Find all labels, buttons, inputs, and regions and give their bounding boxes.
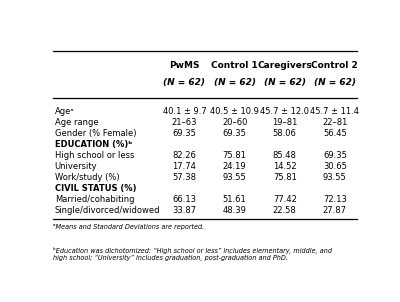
Text: Control 2: Control 2	[312, 61, 358, 70]
Text: 45.7 ± 12.0: 45.7 ± 12.0	[260, 107, 309, 116]
Text: High school or less: High school or less	[55, 151, 134, 160]
Text: 40.1 ± 9.7: 40.1 ± 9.7	[163, 107, 206, 116]
Text: 19–81: 19–81	[272, 118, 298, 127]
Text: ᵇEducation was dichotomized: “High school or less” includes elementary, middle, : ᵇEducation was dichotomized: “High schoo…	[53, 247, 332, 261]
Text: 22.58: 22.58	[273, 207, 297, 215]
Text: 69.35: 69.35	[223, 129, 246, 138]
Text: 56.45: 56.45	[323, 129, 347, 138]
Text: (N = 62): (N = 62)	[214, 78, 256, 87]
Text: Age range: Age range	[55, 118, 98, 127]
Text: 14.52: 14.52	[273, 162, 296, 171]
Text: 66.13: 66.13	[172, 195, 196, 204]
Text: Gender (% Female): Gender (% Female)	[55, 129, 136, 138]
Text: Single/divorced/widowed: Single/divorced/widowed	[55, 207, 160, 215]
Text: Caregivers: Caregivers	[257, 61, 312, 70]
Text: Married/cohabiting: Married/cohabiting	[55, 195, 134, 204]
Text: 48.39: 48.39	[223, 207, 246, 215]
Text: Control 1: Control 1	[211, 61, 258, 70]
Text: 57.38: 57.38	[172, 173, 196, 182]
Text: 45.7 ± 11.4: 45.7 ± 11.4	[310, 107, 359, 116]
Text: (N = 62): (N = 62)	[264, 78, 306, 87]
Text: 93.55: 93.55	[323, 173, 347, 182]
Text: CIVIL STATUS (%): CIVIL STATUS (%)	[55, 184, 136, 193]
Text: 58.06: 58.06	[273, 129, 297, 138]
Text: 21–63: 21–63	[172, 118, 197, 127]
Text: 20–60: 20–60	[222, 118, 247, 127]
Text: (N = 62): (N = 62)	[164, 78, 206, 87]
Text: University: University	[55, 162, 97, 171]
Text: PwMS: PwMS	[169, 61, 200, 70]
Text: ᵃMeans and Standard Deviations are reported.: ᵃMeans and Standard Deviations are repor…	[53, 223, 204, 230]
Text: Work/study (%): Work/study (%)	[55, 173, 119, 182]
Text: 24.19: 24.19	[223, 162, 246, 171]
Text: 17.74: 17.74	[172, 162, 196, 171]
Text: 75.81: 75.81	[273, 173, 297, 182]
Text: 69.35: 69.35	[323, 151, 347, 160]
Text: 75.81: 75.81	[223, 151, 246, 160]
Text: 51.61: 51.61	[223, 195, 246, 204]
Text: 69.35: 69.35	[172, 129, 196, 138]
Text: 22–81: 22–81	[322, 118, 348, 127]
Text: Ageᵃ: Ageᵃ	[55, 107, 74, 116]
Text: 40.5 ± 10.9: 40.5 ± 10.9	[210, 107, 259, 116]
Text: 93.55: 93.55	[223, 173, 246, 182]
Text: EDUCATION (%)ᵇ: EDUCATION (%)ᵇ	[55, 140, 132, 149]
Text: 33.87: 33.87	[172, 207, 196, 215]
Text: 77.42: 77.42	[273, 195, 297, 204]
Text: 82.26: 82.26	[172, 151, 196, 160]
Text: (N = 62): (N = 62)	[314, 78, 356, 87]
Text: 85.48: 85.48	[273, 151, 297, 160]
Text: 72.13: 72.13	[323, 195, 347, 204]
Text: 27.87: 27.87	[323, 207, 347, 215]
Text: 30.65: 30.65	[323, 162, 347, 171]
